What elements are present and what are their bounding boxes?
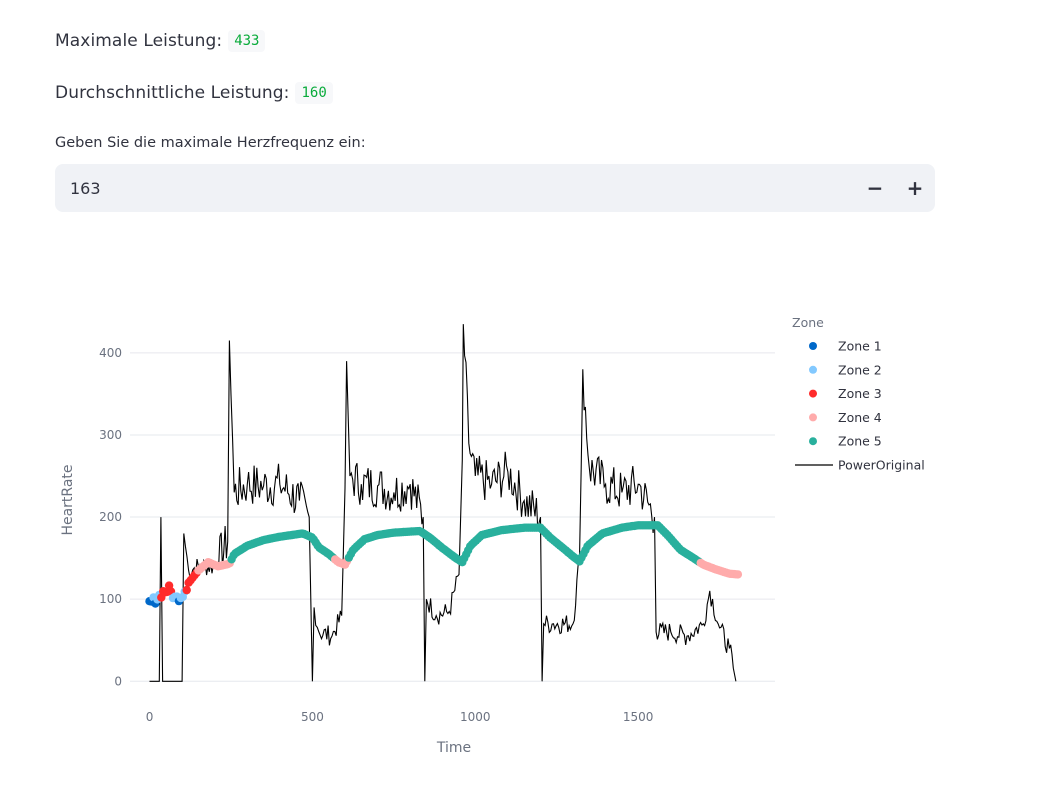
avg-power-label: Durchschnittliche Leistung: bbox=[55, 83, 290, 103]
legend-label[interactable]: Zone 3 bbox=[838, 386, 882, 401]
legend-marker[interactable] bbox=[809, 342, 817, 350]
legend-title: Zone bbox=[792, 315, 824, 330]
y-tick-label: 200 bbox=[99, 510, 122, 524]
x-tick-label: 1500 bbox=[623, 710, 654, 724]
chart-grid bbox=[130, 352, 775, 682]
heart-rate-series bbox=[145, 521, 743, 608]
legend-label[interactable]: Zone 4 bbox=[838, 410, 882, 425]
legend-marker[interactable] bbox=[809, 437, 817, 446]
legend-marker[interactable] bbox=[809, 413, 817, 422]
x-tick-label: 0 bbox=[146, 710, 154, 724]
max-heart-rate-input[interactable]: 163 − + bbox=[55, 164, 935, 212]
chart-axes: 0 100 200 300 400 0 500 1000 1500 bbox=[99, 346, 653, 724]
max-heart-rate-value[interactable]: 163 bbox=[70, 178, 101, 198]
y-tick-label: 0 bbox=[114, 674, 122, 688]
x-tick-label: 500 bbox=[301, 710, 324, 724]
increment-button[interactable]: + bbox=[906, 176, 924, 200]
legend-label[interactable]: PowerOriginal bbox=[838, 458, 925, 473]
y-axis-title: HeartRate bbox=[60, 464, 76, 535]
power-line bbox=[149, 324, 737, 682]
y-tick-label: 300 bbox=[99, 428, 122, 442]
power-series bbox=[149, 324, 737, 682]
legend-label[interactable]: Zone 1 bbox=[838, 339, 882, 354]
legend-marker[interactable] bbox=[809, 365, 817, 374]
y-tick-label: 100 bbox=[99, 592, 122, 606]
max-power-metric: Maximale Leistung: 433 bbox=[55, 30, 266, 52]
max-power-label: Maximale Leistung: bbox=[55, 31, 223, 51]
decrement-button[interactable]: − bbox=[866, 176, 884, 200]
avg-power-metric: Durchschnittliche Leistung: 160 bbox=[55, 82, 333, 104]
chart-legend: Zone 1 Zone 2 Zone 3 Zone 4 Zone 5 PowerOrigi… bbox=[795, 339, 925, 473]
legend-label[interactable]: Zone 2 bbox=[838, 362, 882, 377]
heart-rate-point bbox=[182, 585, 191, 595]
heart-rate-point bbox=[733, 570, 743, 579]
legend-label[interactable]: Zone 5 bbox=[838, 434, 882, 449]
max-power-value: 433 bbox=[228, 30, 266, 52]
x-axis-title: Time bbox=[436, 740, 471, 756]
avg-power-value: 160 bbox=[295, 82, 333, 104]
x-tick-label: 1000 bbox=[460, 710, 491, 724]
y-tick-label: 400 bbox=[99, 346, 122, 360]
heart-rate-chart: 0 100 200 300 400 0 500 1000 1500 Time HeartRate… bbox=[60, 315, 925, 756]
max-heart-rate-label: Geben Sie die maximale Herzfrequenz ein: bbox=[55, 135, 366, 151]
legend-marker[interactable] bbox=[809, 389, 817, 398]
